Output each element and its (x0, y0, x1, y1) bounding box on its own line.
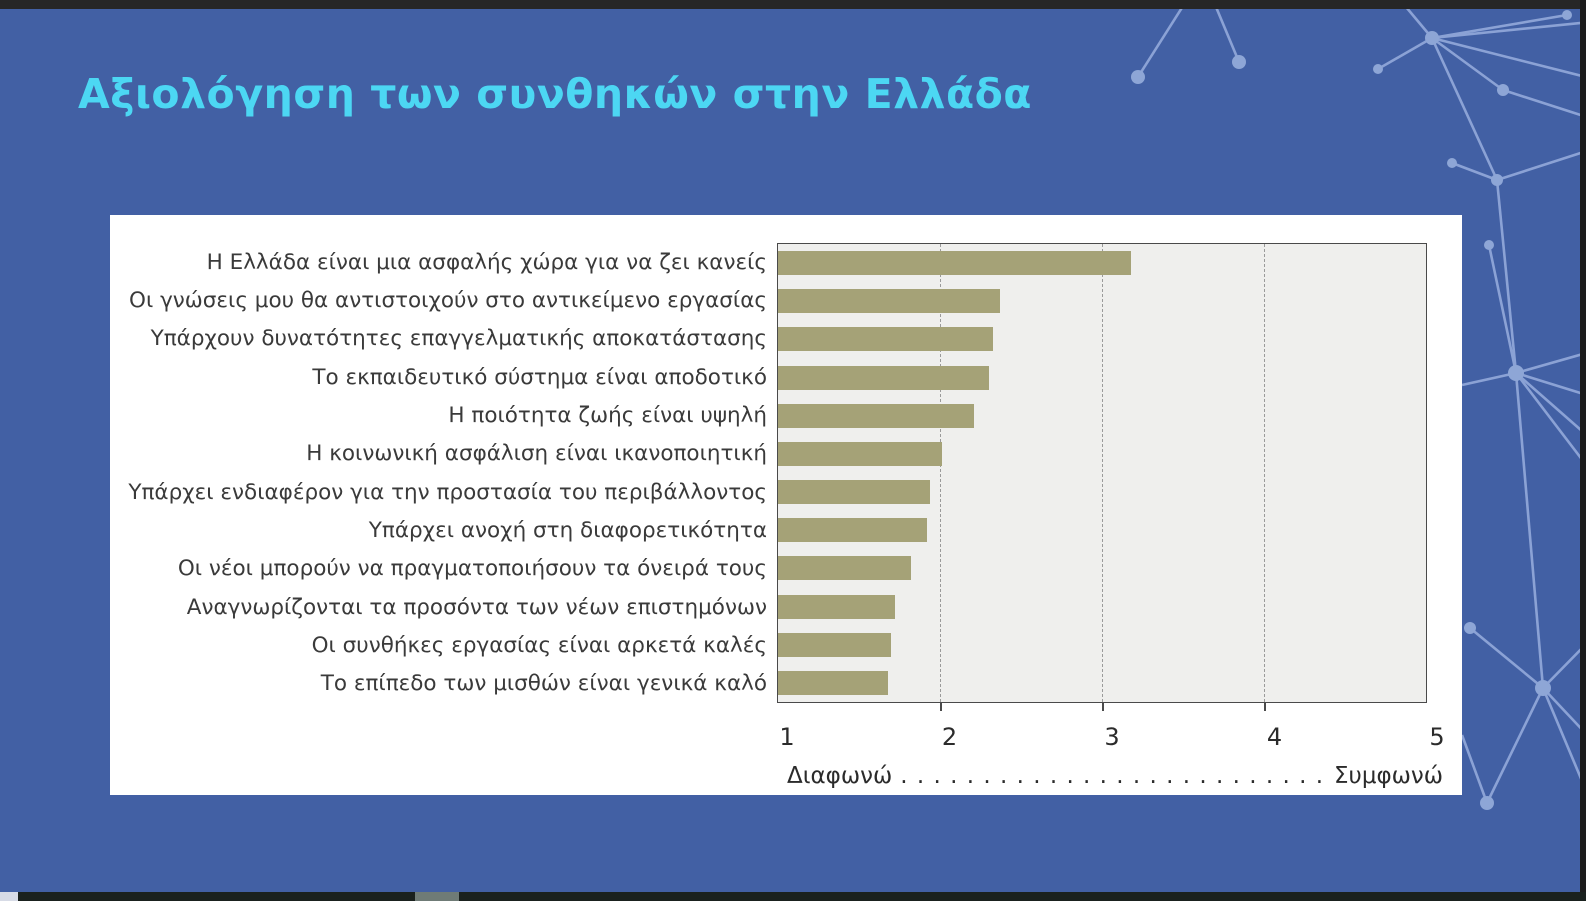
category-labels: Η Ελλάδα είναι μια ασφαλής χώρα για να ζ… (110, 243, 777, 703)
category-label: Η Ελλάδα είναι μια ασφαλής χώρα για να ζ… (206, 249, 767, 275)
x-tick-label: 3 (1104, 723, 1120, 751)
bar (778, 441, 942, 466)
category-label: Υπάρχει ενδιαφέρον για την προστασία του… (128, 479, 767, 505)
bar-row (778, 511, 1426, 549)
bar (778, 251, 1132, 276)
axis-caption-left: Διαφωνώ (787, 763, 893, 789)
x-tick-label: 1 (779, 723, 795, 751)
axis-caption-right: Συμφωνώ (1333, 763, 1443, 789)
bottom-scrollbar-thumb[interactable] (415, 892, 459, 901)
bar-row (778, 473, 1426, 511)
tick-mark (1102, 703, 1104, 711)
bar (778, 327, 994, 352)
gridline (1102, 244, 1103, 702)
tick-mark (940, 703, 942, 711)
bar (778, 594, 895, 619)
gridline (1264, 244, 1265, 702)
bar (778, 556, 911, 581)
bar (778, 670, 889, 695)
bar (778, 403, 975, 428)
axis-caption-dots: . . . . . . . . . . . . . . . . . . . . … (900, 763, 1334, 789)
bar-row (778, 435, 1426, 473)
category-label: Οι νέοι μπορούν να πραγματοποιήσουν τα ό… (177, 556, 767, 582)
bar (778, 518, 928, 543)
category-label: Υπάρχει ανοχή στη διαφορετικότητα (368, 517, 767, 543)
bottom-left-corner (0, 892, 18, 901)
tick-mark (1264, 703, 1266, 711)
bar (778, 632, 892, 657)
plot-area (777, 243, 1427, 711)
bar-row (778, 397, 1426, 435)
bar-row (778, 626, 1426, 664)
x-axis-tick-labels: 1 2 3 4 5 (779, 723, 1444, 753)
x-tick-label: 2 (941, 723, 958, 751)
bar-row (778, 244, 1426, 282)
category-label: Η ποιότητα ζωής είναι υψηλή (448, 402, 767, 428)
bottom-border-strip (18, 892, 1586, 901)
x-tick-label: 4 (1266, 723, 1283, 751)
bar-row (778, 320, 1426, 358)
slide-title: Αξιολόγηση των συνθηκών στην Ελλάδα (78, 70, 1032, 118)
category-label: Το εκπαιδευτικό σύστημα είναι αποδοτικό (312, 364, 767, 390)
chart-panel: Η Ελλάδα είναι μια ασφαλής χώρα για να ζ… (110, 215, 1462, 795)
bar-row (778, 359, 1426, 397)
bar (778, 365, 989, 390)
category-label: Οι συνθήκες εργασίας είναι αρκετά καλές (311, 632, 767, 658)
bar-row (778, 588, 1426, 626)
category-label: Οι γνώσεις μου θα αντιστοιχούν στο αντικ… (129, 287, 767, 313)
gridline (940, 244, 941, 702)
right-border-strip (1580, 0, 1586, 901)
x-axis-caption: Διαφωνώ . . . . . . . . . . . . . . . . … (787, 763, 1443, 789)
top-border-strip (0, 0, 1586, 9)
category-label: Υπάρχουν δυνατότητες επαγγελματικής αποκ… (150, 326, 767, 352)
category-label: Η κοινωνική ασφάλιση είναι ικανοποιητική (306, 441, 767, 467)
category-label: Αναγνωρίζονται τα προσόντα των νέων επισ… (186, 594, 767, 620)
bar (778, 289, 1000, 314)
x-tick-label: 5 (1429, 723, 1445, 751)
bar-row (778, 282, 1426, 320)
category-label: Το επίπεδο των μισθών είναι γενικά καλό (320, 671, 767, 697)
bar-row (778, 664, 1426, 702)
bar-row (778, 549, 1426, 587)
bar-chart: Η Ελλάδα είναι μια ασφαλής χώρα για να ζ… (110, 243, 1437, 711)
bar (778, 480, 931, 505)
